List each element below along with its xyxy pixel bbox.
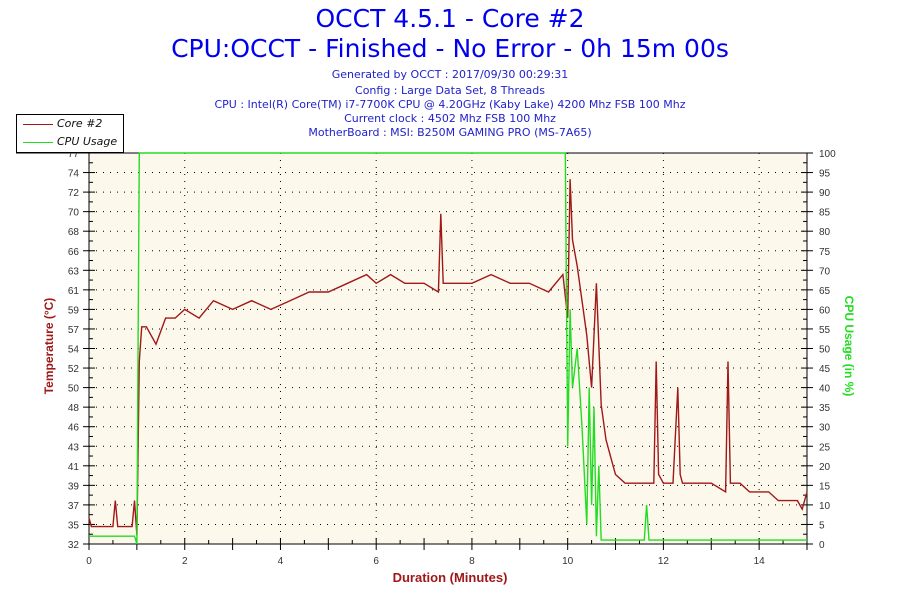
y-tick-label-right: 15: [819, 481, 831, 492]
y-tick-label-left: 77: [68, 149, 80, 160]
x-tick-label: 8: [469, 556, 475, 567]
chart-title: OCCT 4.5.1 - Core #2: [315, 4, 585, 33]
y-tick-label-right: 70: [819, 266, 831, 277]
x-tick-label: 14: [754, 556, 766, 567]
y-tick-label-right: 90: [819, 188, 831, 199]
x-tick-label: 6: [373, 556, 379, 567]
info-config: Config : Large Data Set, 8 Threads: [355, 84, 545, 97]
info-generated: Generated by OCCT : 2017/09/30 00:29:31: [331, 68, 569, 81]
y-tick-label-right: 25: [819, 442, 831, 453]
y-tick-label-right: 20: [819, 462, 831, 473]
y-tick-label-right: 45: [819, 364, 831, 375]
y-tick-label-left: 70: [68, 208, 80, 219]
y-tick-label-left: 59: [68, 305, 80, 316]
y-tick-label-left: 52: [68, 364, 80, 375]
y-tick-label-left: 74: [68, 169, 80, 180]
legend-label-cpu-usage: CPU Usage: [57, 135, 118, 148]
chart-legend: Core #2 CPU Usage: [16, 114, 124, 153]
y-tick-label-left: 66: [68, 247, 80, 258]
y-tick-label-left: 54: [68, 345, 80, 356]
y-tick-label-left: 57: [68, 325, 80, 336]
y-tick-label-right: 30: [819, 423, 831, 434]
y-tick-label-right: 40: [819, 384, 831, 395]
legend-item-core2: Core #2: [17, 116, 123, 132]
legend-item-cpu-usage: CPU Usage: [17, 134, 123, 150]
y-tick-label-left: 61: [68, 286, 80, 297]
y-tick-label-right: 60: [819, 305, 831, 316]
y-tick-label-left: 39: [68, 481, 80, 492]
series-core2-temperature: [88, 179, 808, 536]
y-axis-left-title: Temperature (°C): [42, 297, 56, 395]
legend-swatch-core2: [23, 124, 53, 125]
legend-swatch-cpu-usage: [23, 142, 53, 143]
y-tick-label-right: 55: [819, 325, 831, 336]
legend-label-core2: Core #2: [57, 117, 103, 130]
x-tick-label: 12: [658, 556, 670, 567]
y-tick-label-left: 50: [68, 384, 80, 395]
y-tick-label-right: 75: [819, 247, 831, 258]
y-tick-label-left: 35: [68, 520, 80, 531]
y-tick-label-left: 32: [68, 540, 80, 551]
x-tick-label: 0: [86, 556, 92, 567]
y-tick-label-right: 35: [819, 403, 831, 414]
x-tick-label: 4: [278, 556, 284, 567]
y-tick-label-right: 0: [819, 540, 825, 551]
y-tick-label-right: 5: [819, 520, 825, 531]
chart-subtitle: CPU:OCCT - Finished - No Error - 0h 15m …: [171, 34, 729, 63]
info-motherboard: MotherBoard : MSI: B250M GAMING PRO (MS-…: [308, 126, 592, 139]
y-tick-label-right: 95: [819, 169, 831, 180]
y-tick-label-right: 65: [819, 286, 831, 297]
plot-background: [89, 153, 807, 544]
y-tick-label-right: 10: [819, 501, 831, 512]
y-tick-label-left: 48: [68, 403, 80, 414]
info-current-clock: Current clock : 4502 Mhz FSB 100 Mhz: [344, 112, 556, 125]
y-tick-label-left: 37: [68, 501, 80, 512]
y-tick-label-left: 68: [68, 227, 80, 238]
y-tick-label-right: 80: [819, 227, 831, 238]
y-tick-label-left: 63: [68, 266, 80, 277]
y-tick-label-left: 46: [68, 423, 80, 434]
y-tick-label-left: 43: [68, 442, 80, 453]
y-tick-label-right: 50: [819, 345, 831, 356]
series-cpu-usage: [89, 152, 807, 545]
x-axis-title: Duration (Minutes): [392, 570, 508, 585]
x-tick-label: 10: [562, 556, 574, 567]
info-cpu: CPU : Intel(R) Core(TM) i7-7700K CPU @ 4…: [214, 98, 686, 111]
y-axis-right-title: CPU Usage (in %): [842, 295, 856, 397]
y-tick-label-left: 41: [68, 462, 80, 473]
y-tick-label-left: 72: [68, 188, 80, 199]
y-tick-label-right: 85: [819, 208, 831, 219]
x-tick-label: 2: [182, 556, 188, 567]
y-tick-label-right: 100: [819, 149, 836, 160]
